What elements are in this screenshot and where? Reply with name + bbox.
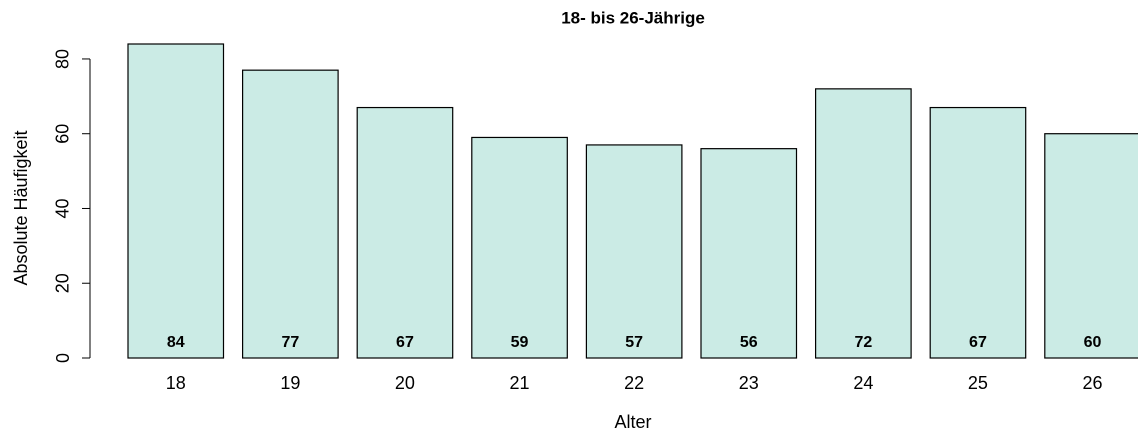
value-label: 60	[1084, 334, 1102, 351]
bar	[929, 106, 1027, 359]
x-tick-label: 18	[166, 373, 186, 393]
x-tick-label: 26	[1083, 373, 1103, 393]
value-label: 56	[740, 334, 758, 351]
x-tick-label: 22	[624, 373, 644, 393]
y-tick-label: 60	[53, 124, 73, 144]
bar	[471, 136, 568, 359]
x-axis-title: Alter	[614, 412, 651, 432]
y-tick-label: 40	[53, 198, 73, 218]
value-label: 59	[511, 334, 529, 351]
value-label: 84	[167, 334, 185, 351]
bar	[814, 88, 912, 359]
x-tick-label: 21	[510, 373, 530, 393]
chart-title: 18- bis 26-Jährige	[561, 8, 705, 27]
x-tick-label: 19	[280, 373, 300, 393]
bar	[1044, 133, 1138, 359]
bar	[585, 144, 683, 359]
value-label: 67	[969, 334, 987, 351]
value-label: 57	[625, 334, 643, 351]
y-tick-label: 0	[53, 353, 73, 363]
bar	[700, 148, 798, 359]
value-label: 67	[396, 334, 414, 351]
x-tick-label: 20	[395, 373, 415, 393]
x-tick-label: 24	[853, 373, 873, 393]
value-label: 72	[854, 334, 872, 351]
bar	[356, 106, 454, 359]
x-tick-label: 25	[968, 373, 988, 393]
y-axis-title: Absolute Häufigkeit	[11, 130, 31, 285]
y-tick-label: 80	[53, 49, 73, 69]
x-tick-label: 23	[739, 373, 759, 393]
bar	[127, 43, 225, 359]
y-tick-label: 20	[53, 273, 73, 293]
bar	[242, 69, 339, 359]
value-label: 77	[281, 334, 299, 351]
